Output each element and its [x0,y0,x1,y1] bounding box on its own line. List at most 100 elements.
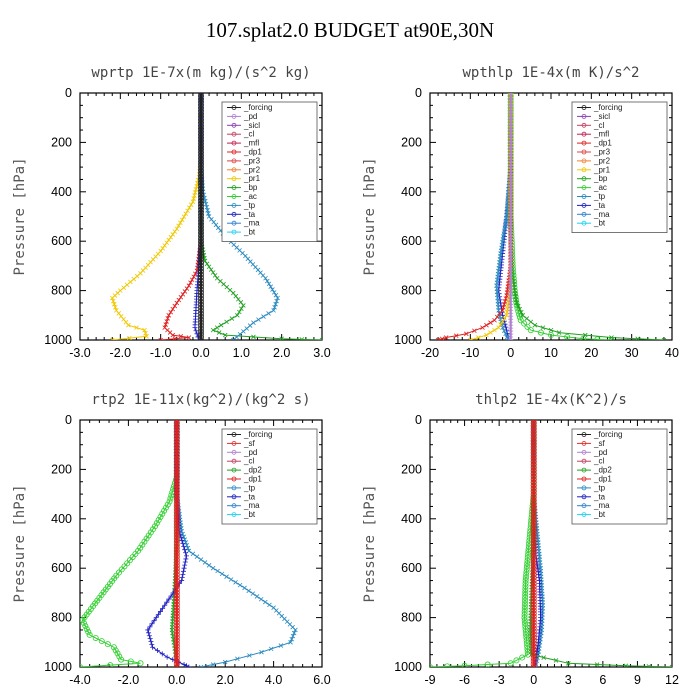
data-point [521,606,528,613]
data-point [173,637,180,644]
data-point [173,473,180,480]
y-tick-label: 400 [51,185,72,199]
data-point [164,319,169,324]
data-point [197,134,204,141]
data-point [178,294,184,300]
data-point [530,533,537,540]
legend-marker [581,449,587,455]
data-point [530,443,537,450]
data-point [141,538,148,545]
data-point [517,317,524,324]
data-point [197,200,204,207]
data-point [181,662,187,667]
data-point [530,518,537,525]
y-tick-label: 800 [401,611,422,625]
data-point [197,95,204,102]
data-point [197,226,204,233]
data-point [173,574,180,581]
data-point [173,634,180,641]
data-point [173,568,180,575]
data-point [258,596,264,602]
data-point [110,298,116,304]
data-point [261,314,266,319]
data-point [173,497,180,504]
x-tick-label: 2.0 [273,346,290,360]
data-point [187,205,192,211]
data-point [183,663,189,667]
legend-label: _cl [243,457,254,466]
data-point [530,589,537,596]
legend-marker [231,467,237,473]
data-point [530,595,537,602]
y-tick-label: 400 [51,512,72,526]
figure-title: 107.splat2.0 BUDGET at90E,30N [205,18,495,42]
data-point [566,661,571,666]
data-point [172,336,178,340]
data-point [530,527,537,534]
data-point [530,446,537,453]
data-point [443,335,449,340]
legend-label: _ma [593,210,610,219]
data-point [197,274,204,281]
data-point [521,603,528,610]
data-point [521,611,528,618]
data-point [519,654,526,661]
data-point [110,644,117,651]
data-point [191,274,197,280]
data-point [530,652,537,659]
data-point [268,284,274,290]
data-point [197,250,204,257]
data-point [174,664,180,667]
legend-marker [231,432,237,437]
x-tick-label: -1.0 [150,346,172,360]
data-point [522,583,529,590]
data-point [112,301,117,307]
data-point [522,597,529,604]
data-point [530,592,537,599]
y-tick-label: 600 [401,234,422,248]
data-point [197,238,204,245]
legend-label: _ma [593,501,610,510]
data-point [530,601,537,608]
data-point [172,303,178,309]
y-tick-label: 600 [51,561,72,575]
data-point [197,119,204,126]
legend-item: _ma [577,210,610,219]
data-point [197,185,204,192]
data-point [233,293,239,299]
data-point [82,622,89,629]
data-point [197,161,204,168]
data-point [279,336,284,340]
x-tick-label: -20 [421,346,439,360]
data-point [197,209,204,216]
data-point [186,664,192,667]
data-point [534,645,540,651]
legend-item: _forcing [227,430,272,439]
data-point [197,101,204,108]
data-point [500,308,505,313]
data-point [254,594,260,599]
data-point [530,616,537,623]
data-point [83,625,90,632]
legend-marker [231,211,237,217]
data-point [210,327,216,333]
plot-area [435,93,667,340]
data-point [517,306,523,312]
data-point [235,313,240,318]
data-point [157,513,164,520]
data-point [530,464,537,471]
data-point [173,503,180,510]
data-point [173,550,180,557]
data-point [521,600,528,607]
data-point [173,536,180,543]
data-point [530,470,537,477]
data-point [273,292,279,298]
data-point [219,571,225,577]
data-point [522,623,529,630]
legend-box [221,428,318,525]
legend-item: _forcing [577,103,622,112]
data-point [197,256,204,263]
data-point [530,586,537,593]
data-point [145,532,152,539]
data-point [167,495,174,502]
